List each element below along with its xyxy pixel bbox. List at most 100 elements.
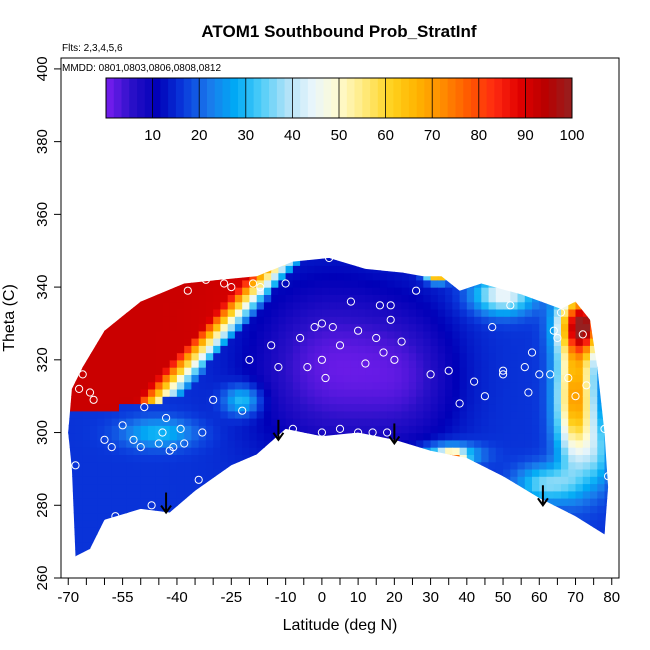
- heatmap-cell: [213, 447, 221, 455]
- heatmap-cell: [162, 345, 171, 354]
- heatmap-cell: [437, 410, 446, 419]
- heatmap-cell: [322, 244, 330, 252]
- heatmap-cell: [271, 410, 279, 419]
- heatmap-cell: [503, 265, 511, 274]
- heatmap-cell: [162, 454, 171, 463]
- heatmap-cell: [604, 418, 609, 426]
- heatmap-cell: [111, 258, 120, 259]
- heatmap-cell: [416, 498, 424, 506]
- heatmap-cell: [590, 301, 598, 310]
- heatmap-cell: [437, 258, 446, 266]
- heatmap-cell: [285, 352, 294, 361]
- heatmap-cell: [576, 556, 584, 564]
- heatmap-cell: [263, 330, 272, 339]
- heatmap-cell: [104, 403, 113, 412]
- heatmap-cell: [184, 308, 192, 317]
- heatmap-cell: [169, 272, 178, 281]
- x-tick-label: 30: [422, 589, 439, 606]
- heatmap-cell: [568, 432, 577, 441]
- heatmap-cell: [597, 476, 606, 485]
- heatmap-cell: [198, 454, 207, 463]
- heatmap-cell: [582, 381, 591, 390]
- heatmap-cell: [365, 556, 373, 564]
- heatmap-cell: [278, 541, 287, 550]
- heatmap-cell: [220, 359, 229, 368]
- heatmap-cell: [321, 301, 330, 310]
- heatmap-cell: [141, 244, 149, 252]
- heatmap-cell: [307, 505, 316, 514]
- heatmap-cell: [249, 323, 258, 332]
- heatmap-cell: [539, 439, 548, 448]
- heatmap-cell: [604, 396, 609, 405]
- heatmap-cell: [162, 396, 171, 405]
- heatmap-cell: [401, 345, 410, 354]
- heatmap-cell: [582, 541, 591, 550]
- heatmap-cell: [307, 556, 315, 564]
- heatmap-cell: [271, 265, 279, 274]
- heatmap-cell: [227, 410, 236, 419]
- heatmap-cell: [307, 330, 316, 339]
- heatmap-cell: [336, 418, 345, 426]
- heatmap-cell: [604, 367, 609, 375]
- x-tick-label: -25: [220, 589, 242, 606]
- observation-point: [158, 428, 167, 437]
- heatmap-cell: [234, 279, 243, 288]
- heatmap-cell: [568, 461, 577, 470]
- heatmap-cell: [263, 374, 272, 383]
- heatmap-cell: [176, 323, 185, 332]
- heatmap-cell: [350, 323, 359, 332]
- heatmap-cell: [358, 258, 366, 259]
- heatmap-cell: [575, 418, 584, 426]
- heatmap-cell: [481, 272, 490, 281]
- heatmap-cell: [532, 483, 540, 492]
- heatmap-cell: [184, 403, 192, 412]
- heatmap-cell: [155, 345, 163, 354]
- heatmap-cell: [474, 367, 482, 375]
- heatmap-cell: [474, 512, 482, 521]
- heatmap-cell: [140, 352, 149, 361]
- heatmap-cell: [604, 527, 609, 535]
- heatmap-cell: [394, 534, 403, 543]
- heatmap-cell: [532, 534, 540, 543]
- heatmap-cell: [140, 272, 149, 281]
- heatmap-cell: [220, 279, 229, 288]
- heatmap-cell: [379, 258, 388, 266]
- heatmap-cell: [184, 461, 192, 470]
- heatmap-cell: [119, 490, 127, 499]
- heatmap-cell: [321, 505, 330, 514]
- heatmap-cell: [474, 381, 482, 390]
- heatmap-cell: [488, 468, 497, 477]
- heatmap-cell: [561, 439, 569, 448]
- heatmap-cell: [242, 265, 250, 274]
- colorbar-swatch: [307, 78, 317, 118]
- heatmap-cell: [539, 476, 548, 485]
- heatmap-cell: [365, 527, 374, 535]
- heatmap-cell: [314, 316, 323, 325]
- heatmap-cell: [517, 519, 526, 528]
- heatmap-cell: [524, 388, 533, 397]
- heatmap-cell: [329, 483, 337, 492]
- heatmap-cell: [126, 279, 134, 288]
- heatmap-cell: [459, 381, 468, 390]
- heatmap-cell: [242, 534, 250, 543]
- heatmap-cell: [437, 447, 446, 455]
- heatmap-cell: [517, 498, 526, 506]
- heatmap-cell: [234, 345, 243, 354]
- heatmap-cell: [111, 403, 120, 412]
- observation-point: [220, 279, 229, 288]
- heatmap-cell: [452, 534, 461, 543]
- heatmap-cell: [517, 447, 526, 455]
- heatmap-cell: [358, 490, 366, 499]
- heatmap-cell: [155, 556, 163, 564]
- heatmap-cell: [495, 498, 504, 506]
- heatmap-cell: [481, 287, 490, 295]
- heatmap-cell: [82, 308, 91, 317]
- heatmap-cell: [292, 272, 301, 281]
- heatmap-cell: [213, 265, 221, 274]
- heatmap-cell: [75, 374, 84, 383]
- heatmap-cell: [169, 388, 178, 397]
- observation-point: [85, 388, 95, 397]
- heatmap-cell: [539, 338, 548, 346]
- heatmap-cell: [314, 527, 323, 535]
- heatmap-cell: [343, 330, 352, 339]
